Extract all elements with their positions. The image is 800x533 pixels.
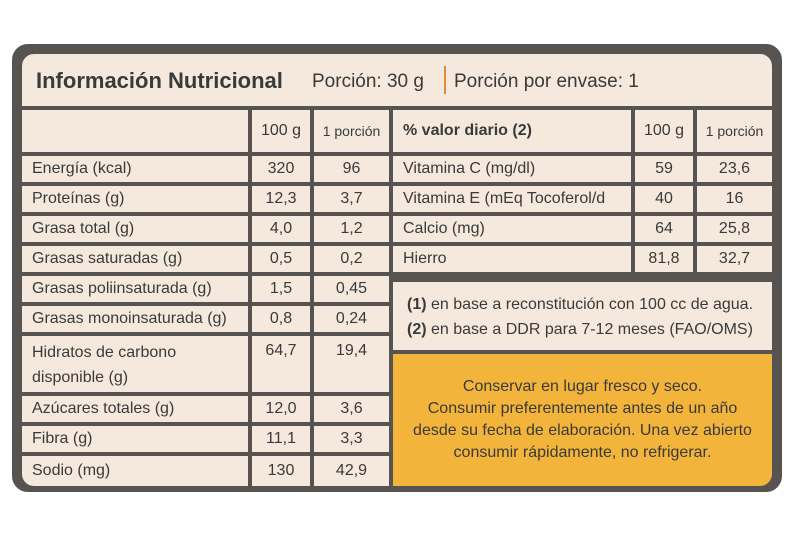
left-header-100g: 100 g [252,110,310,152]
nutrient-label: Azúcares totales (g) [22,396,248,422]
vitamin-value-100g: 64 [635,216,693,242]
nutrient-value-portion: 3,3 [314,426,389,452]
nutrient-value-100g: 0,5 [252,246,310,272]
nutrient-value-100g: 320 [252,156,310,182]
nutrient-label: Grasas monoinsaturada (g) [22,306,248,332]
nutrient-value-100g: 12,0 [252,396,310,422]
nutrient-value-portion: 42,9 [314,456,389,486]
nutrient-value-100g: 64,7 [252,336,310,392]
vitamin-value-portion: 16 [697,186,772,212]
header-divider [444,66,446,94]
nutrient-value-portion: 96 [314,156,389,182]
nutrient-value-portion: 3,6 [314,396,389,422]
nutrient-label: Fibra (g) [22,426,248,452]
nutrient-label-multiline: Hidratos de carbono disponible (g) [22,336,248,392]
right-header-daily-value: % valor diario (2) [393,110,631,152]
vitamin-value-portion: 23,6 [697,156,772,182]
footnote-1-text: en base a reconstitución con 100 cc de a… [426,296,754,313]
nutrient-value-100g: 1,5 [252,276,310,302]
vitamin-value-100g: 59 [635,156,693,182]
nutrient-label: Grasas saturadas (g) [22,246,248,272]
vitamin-label: Hierro [393,246,631,272]
footnote-1-marker: (1) [407,296,427,313]
storage-line-3: desde su fecha de elaboración. Una vez a… [413,422,752,439]
nutrient-label: Proteínas (g) [22,186,248,212]
right-header-portion: 1 porción [697,110,772,152]
storage-line-2: Consumir preferentemente antes de un año [427,400,738,417]
right-header-100g: 100 g [635,110,693,152]
nutrient-value-100g: 12,3 [252,186,310,212]
storage-line-4: consumir rápidamente, no refrigerar. [453,444,712,461]
footnote-2-marker: (2) [407,321,427,338]
vitamin-label: Calcio (mg) [393,216,631,242]
left-header-empty [22,110,248,152]
nutrient-value-100g: 130 [252,456,310,486]
footnote-2-text: en base a DDR para 7-12 meses (FAO/OMS) [426,321,753,338]
nutrient-label: Grasa total (g) [22,216,248,242]
footnote-1: (1) en base a reconstitución con 100 cc … [407,292,772,317]
footnote-2: (2) en base a DDR para 7-12 meses (FAO/O… [407,317,772,342]
vitamin-value-100g: 81,8 [635,246,693,272]
nutrient-value-portion: 1,2 [314,216,389,242]
vitamin-value-100g: 40 [635,186,693,212]
portion-size: Porción: 30 g [312,71,424,92]
nutrient-value-100g: 11,1 [252,426,310,452]
nutrient-value-portion: 3,7 [314,186,389,212]
vitamin-label: Vitamina C (mg/dl) [393,156,631,182]
nutrient-value-100g: 0,8 [252,306,310,332]
nutrient-label: Sodio (mg) [22,456,248,486]
left-header-portion: 1 porción [314,110,389,152]
nutrient-label: Grasas poliinsaturada (g) [22,276,248,302]
nutrient-value-portion: 0,2 [314,246,389,272]
nutrition-label-card: Información Nutricional Porción: 30 g Po… [12,44,782,492]
vitamin-value-portion: 25,8 [697,216,772,242]
footnotes: (1) en base a reconstitución con 100 cc … [393,282,772,350]
nutrient-value-portion: 0,45 [314,276,389,302]
nutrient-value-portion: 19,4 [314,336,389,392]
servings-per-container: Porción por envase: 1 [454,71,639,92]
nutrient-value-portion: 0,24 [314,306,389,332]
nutrient-label-line1: Hidratos de carbono [32,344,177,361]
nutrient-label: Energía (kcal) [22,156,248,182]
nutrient-value-100g: 4,0 [252,216,310,242]
nutrient-label-line2: disponible (g) [32,369,129,386]
storage-line-1: Conservar en lugar fresco y seco. [462,378,703,395]
vitamin-value-portion: 32,7 [697,246,772,272]
label-title: Información Nutricional [36,68,283,93]
label-header: Información Nutricional Porción: 30 g Po… [22,54,772,106]
storage-instructions: Conservar en lugar fresco y seco. Consum… [393,354,772,486]
vitamin-label: Vitamina E (mEq Tocoferol/d [393,186,631,212]
